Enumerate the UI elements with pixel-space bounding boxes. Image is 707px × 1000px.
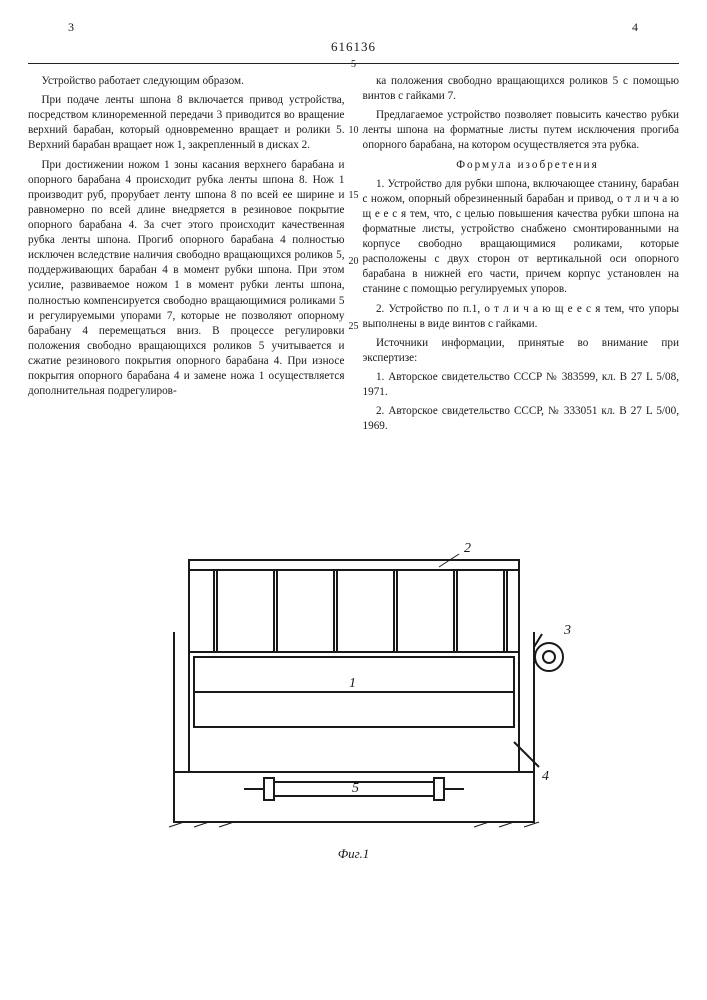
figure-1: 1 2 3 4 5 Фиг.1: [28, 522, 679, 862]
callout-5: 5: [352, 781, 359, 796]
claim: 2. Устройство по п.1, о т л и ч а ю щ е …: [363, 302, 680, 332]
right-page-number: 4: [632, 20, 639, 35]
callout-2: 2: [464, 541, 471, 556]
line-number: 5: [349, 58, 359, 72]
paragraph: При достижении ножом 1 зоны касания верх…: [28, 158, 345, 400]
left-column: Устройство работает следующим образом. П…: [28, 74, 345, 504]
reference: 1. Авторское свидетельство СССР № 383599…: [363, 370, 680, 400]
line-number: 20: [349, 255, 359, 269]
paragraph: Устройство работает следующим образом.: [28, 74, 345, 89]
callout-1: 1: [349, 676, 356, 691]
paragraph: ка положения свободно вращающихся ролико…: [363, 74, 680, 104]
line-number: 10: [349, 124, 359, 138]
technical-drawing: 1 2 3 4 5: [134, 522, 574, 842]
references-heading: Источники информации, принятые во вниман…: [363, 336, 680, 366]
reference: 2. Авторское свидетельство СССР, № 33305…: [363, 404, 680, 434]
paragraph: При подаче ленты шпона 8 включается прив…: [28, 93, 345, 153]
line-number: 25: [349, 320, 359, 334]
claim: 1. Устройство для рубки шпона, включающе…: [363, 177, 680, 298]
line-numbers: 5 10 15 20 25: [349, 58, 359, 386]
paragraph: Предлагаемое устройство позволяет повыси…: [363, 108, 680, 153]
callout-3: 3: [563, 623, 571, 638]
document-number: 616136: [28, 39, 679, 55]
line-number: 15: [349, 189, 359, 203]
callout-4: 4: [542, 769, 549, 784]
right-column: ка положения свободно вращающихся ролико…: [363, 74, 680, 504]
left-page-number: 3: [68, 20, 75, 35]
formula-title: Формула изобретения: [363, 158, 680, 173]
figure-label: Фиг.1: [28, 846, 679, 862]
